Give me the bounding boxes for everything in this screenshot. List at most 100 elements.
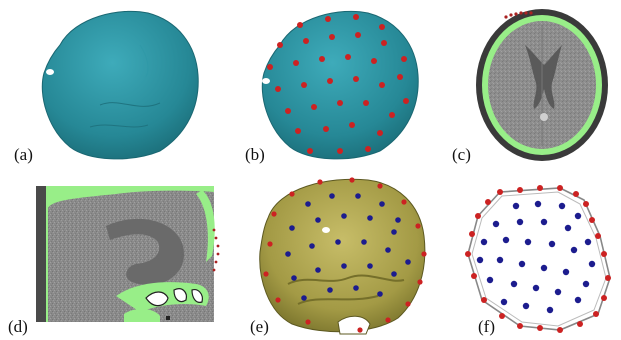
landmark-point bbox=[605, 275, 611, 281]
landmark-point bbox=[512, 202, 520, 210]
landmark-point bbox=[401, 56, 407, 62]
skull-surface-teal-landmarks bbox=[261, 10, 419, 160]
landmark-point bbox=[289, 191, 295, 197]
landmark-points-blue bbox=[476, 200, 596, 314]
landmark-point bbox=[540, 264, 548, 272]
landmark-point bbox=[285, 251, 291, 257]
landmark-point bbox=[577, 321, 583, 327]
landmark-point bbox=[502, 236, 510, 244]
landmark-point bbox=[475, 213, 481, 219]
landmark-point bbox=[499, 313, 505, 319]
landmark-point bbox=[588, 260, 596, 268]
landmark-point bbox=[540, 218, 548, 226]
landmark-point bbox=[381, 40, 387, 46]
landmark-point bbox=[329, 193, 335, 199]
landmark-point bbox=[297, 22, 303, 28]
landmark-point bbox=[345, 54, 351, 60]
landmark-points-blue bbox=[285, 193, 411, 301]
landmark-point bbox=[389, 112, 395, 118]
landmark-point bbox=[558, 202, 566, 210]
panel-label-f: (f) bbox=[478, 317, 495, 336]
landmark-point bbox=[564, 224, 572, 232]
landmark-point bbox=[327, 78, 333, 84]
landmark-points-red bbox=[263, 177, 427, 333]
panel-label-a: (a) bbox=[14, 145, 33, 164]
landmark-point bbox=[595, 233, 601, 239]
landmark-point bbox=[357, 327, 363, 333]
landmark-point bbox=[391, 229, 397, 235]
landmark-point bbox=[582, 280, 590, 288]
landmark-point bbox=[522, 302, 530, 310]
landmark-point bbox=[361, 239, 367, 245]
landmark-point bbox=[341, 213, 347, 219]
landmark-point bbox=[309, 243, 315, 249]
landmark-point bbox=[417, 279, 423, 285]
landmark-point bbox=[365, 146, 371, 152]
landmark-point bbox=[537, 325, 543, 331]
landmark-point bbox=[323, 126, 329, 132]
landmark-point bbox=[524, 238, 532, 246]
landmark-point bbox=[289, 225, 295, 231]
landmark-point bbox=[341, 263, 347, 269]
landmark-point bbox=[574, 212, 582, 220]
landmark-point bbox=[421, 251, 427, 257]
panel-label-d: (d) bbox=[8, 317, 28, 336]
landmark-point bbox=[295, 128, 301, 134]
landmark-point bbox=[275, 297, 281, 303]
skull-interior-olive bbox=[259, 177, 427, 335]
landmark-point bbox=[562, 268, 570, 276]
landmark-point bbox=[385, 247, 391, 253]
landmark-point bbox=[363, 100, 369, 106]
landmark-point bbox=[510, 280, 518, 288]
landmark-point bbox=[584, 238, 592, 246]
landmark-point bbox=[367, 215, 373, 221]
landmark-point bbox=[293, 60, 299, 66]
landmark-point bbox=[349, 177, 355, 183]
landmark-point bbox=[469, 231, 475, 237]
landmark-point bbox=[601, 295, 607, 301]
landmark-point bbox=[379, 201, 385, 207]
landmark-point bbox=[377, 291, 383, 297]
landmark-point bbox=[583, 201, 589, 207]
panel-label-e: (e) bbox=[250, 317, 269, 336]
landmark-point bbox=[497, 189, 503, 195]
landmark-point bbox=[337, 100, 343, 106]
panel-label-b: (b) bbox=[245, 145, 265, 164]
landmark-point bbox=[476, 256, 484, 264]
landmark-point bbox=[593, 311, 599, 317]
panel-b bbox=[240, 5, 425, 165]
landmark-point bbox=[465, 251, 471, 257]
landmark-point bbox=[371, 58, 377, 64]
landmark-point bbox=[327, 287, 333, 293]
landmark-point bbox=[329, 34, 335, 40]
landmark-point bbox=[301, 82, 307, 88]
landmark-point bbox=[267, 241, 273, 247]
landmark-point bbox=[377, 130, 383, 136]
landmark-point bbox=[548, 240, 556, 248]
landmark-point bbox=[532, 284, 540, 292]
landmark-point bbox=[471, 273, 477, 279]
landmark-point bbox=[325, 16, 331, 22]
landmark-point bbox=[415, 223, 421, 229]
landmark-point bbox=[355, 193, 361, 199]
landmark-point bbox=[319, 56, 325, 62]
landmark-point bbox=[601, 251, 607, 257]
landmark-point bbox=[337, 148, 343, 154]
panel-e bbox=[248, 174, 433, 338]
landmark-point bbox=[305, 319, 311, 325]
landmark-point bbox=[303, 38, 309, 44]
landmark-point bbox=[311, 104, 317, 110]
landmark-point bbox=[335, 239, 341, 245]
landmark-point bbox=[271, 211, 277, 217]
landmark-point bbox=[589, 217, 595, 223]
landmark-point bbox=[307, 148, 313, 154]
panel-a bbox=[20, 5, 205, 165]
axial-ct-slice bbox=[470, 5, 615, 165]
landmark-point bbox=[397, 74, 403, 80]
landmark-point bbox=[267, 64, 273, 70]
landmark-point bbox=[485, 199, 491, 205]
landmark-point bbox=[517, 187, 523, 193]
landmark-point bbox=[557, 185, 563, 191]
landmark-point bbox=[353, 76, 359, 82]
landmark-point bbox=[405, 259, 411, 265]
